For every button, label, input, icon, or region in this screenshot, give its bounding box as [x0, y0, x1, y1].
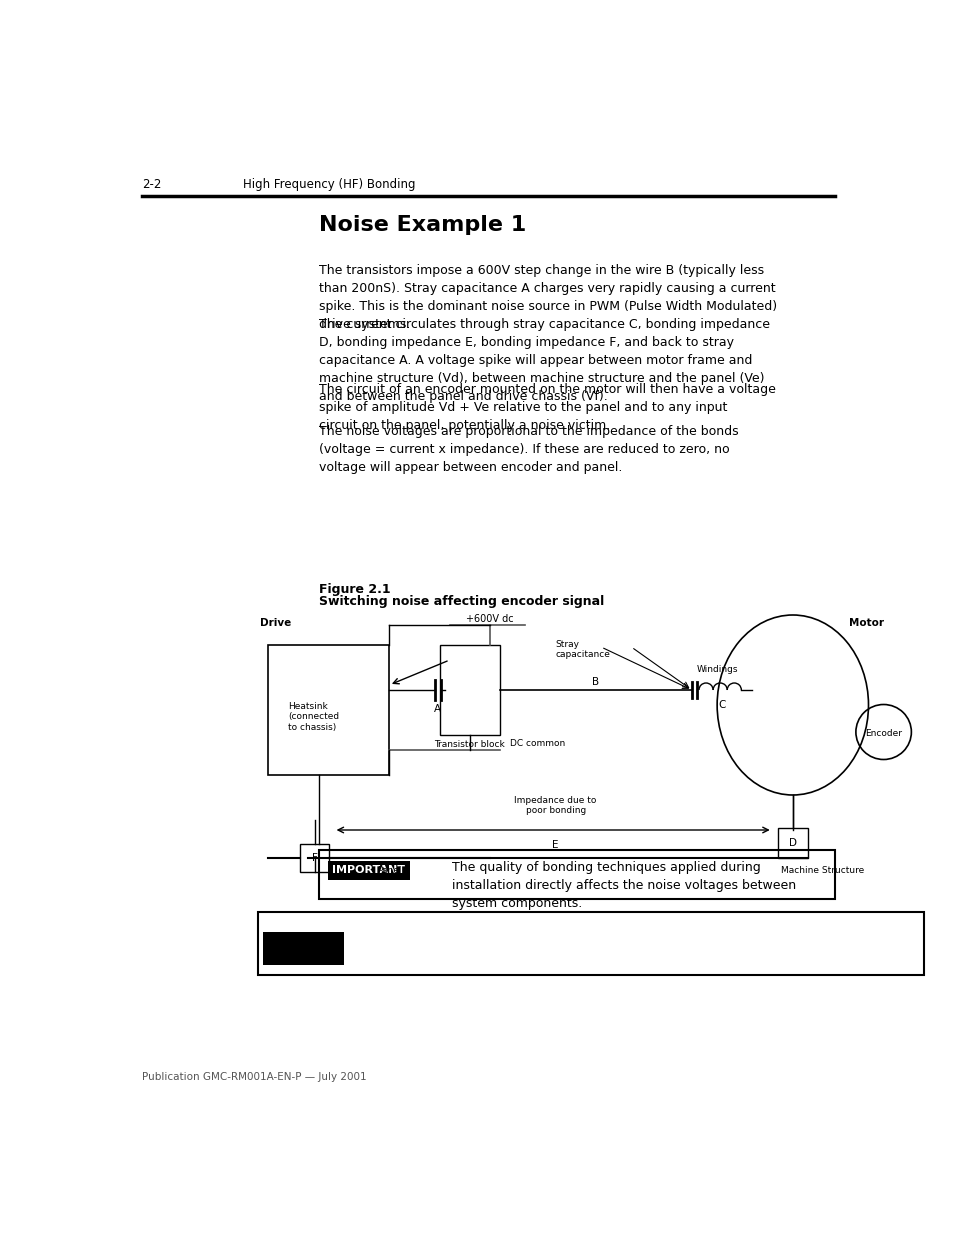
Text: DC common: DC common [510, 739, 565, 748]
Text: Figure 2.1: Figure 2.1 [319, 583, 391, 597]
Text: D: D [788, 839, 796, 848]
Text: Encoder: Encoder [864, 730, 902, 739]
Text: C: C [718, 700, 725, 710]
Text: B: B [592, 677, 599, 687]
Bar [300, 844, 328, 872]
Text: Motor: Motor [848, 618, 882, 629]
Text: E: E [552, 840, 558, 850]
Text: Publication GMC-RM001A-EN-P — July 2001: Publication GMC-RM001A-EN-P — July 2001 [142, 1072, 367, 1082]
Text: 2-2: 2-2 [142, 178, 162, 191]
Text: Heatsink
(connected
to chassis): Heatsink (connected to chassis) [288, 701, 339, 732]
Text: F: F [312, 853, 317, 863]
Text: The circuit of an encoder mounted on the motor will then have a voltage
spike of: The circuit of an encoder mounted on the… [319, 383, 775, 432]
Text: Windings: Windings [696, 664, 737, 674]
Text: Impedance due to
poor bonding: Impedance due to poor bonding [514, 795, 597, 815]
Text: High Frequency (HF) Bonding: High Frequency (HF) Bonding [243, 178, 416, 191]
Text: The noise voltages are proportional to the impedance of the bonds
(voltage = cur: The noise voltages are proportional to t… [319, 425, 738, 474]
Bar [268, 645, 389, 776]
Text: Drive: Drive [260, 618, 291, 629]
Text: Stray
capacitance: Stray capacitance [555, 640, 610, 659]
Text: Switching noise affecting encoder signal: Switching noise affecting encoder signal [319, 595, 604, 608]
Text: The current circulates through stray capacitance C, bonding impedance
D, bonding: The current circulates through stray cap… [319, 317, 769, 403]
Text: A: A [434, 704, 440, 714]
Text: The quality of bonding techniques applied during
installation directly affects t: The quality of bonding techniques applie… [452, 861, 796, 910]
Text: Transistor block: Transistor block [434, 740, 505, 748]
Text: Noise Example 1: Noise Example 1 [319, 215, 526, 236]
Text: +600V dc: +600V dc [466, 614, 514, 624]
Text: Machine Structure: Machine Structure [781, 866, 863, 876]
Text: IMPORTANT: IMPORTANT [332, 866, 405, 876]
Bar [439, 645, 499, 735]
Text: The transistors impose a 600V step change in the wire B (typically less
than 200: The transistors impose a 600V step chang… [319, 264, 777, 331]
Bar [319, 851, 835, 899]
Bar [777, 827, 807, 858]
Text: Panel: Panel [376, 866, 401, 876]
